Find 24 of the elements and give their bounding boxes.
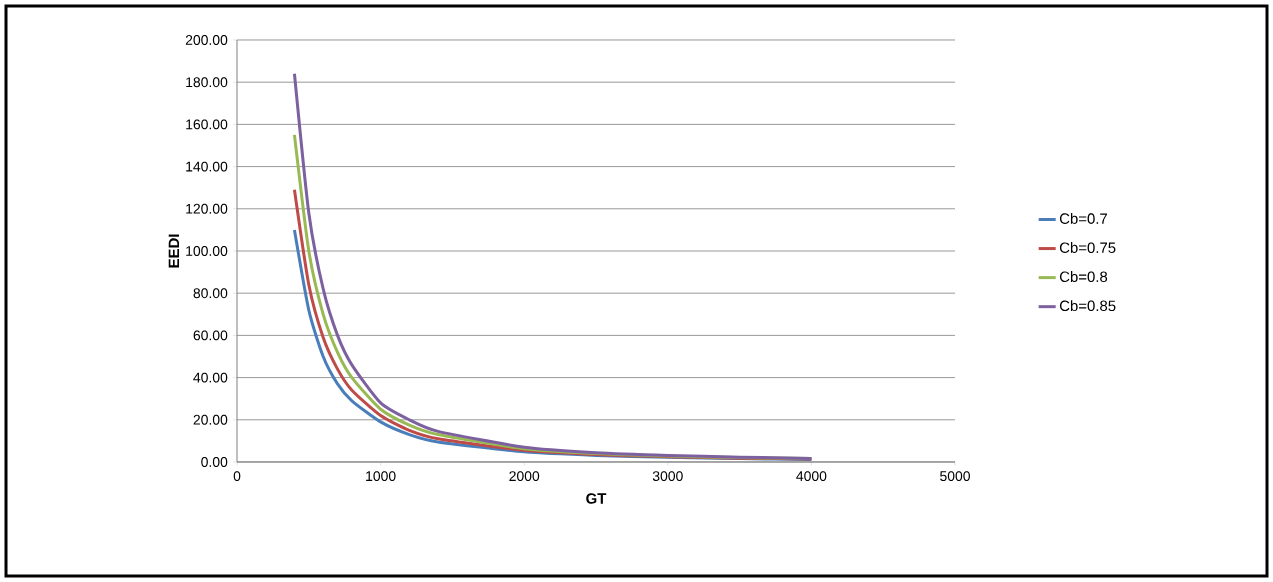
x-tick-label: 4000 [796, 471, 827, 482]
x-axis-title: GT [586, 493, 607, 504]
legend-label: Cb=0.8 [1059, 271, 1108, 283]
x-tick-label: 2000 [509, 471, 540, 482]
legend-label: Cb=0.75 [1059, 242, 1116, 253]
y-tick-label: 200.00 [185, 35, 228, 45]
y-tick-label: 80.00 [193, 288, 228, 299]
y-tick-label: 100.00 [186, 246, 228, 256]
legend-label: Cb=0.7 [1059, 212, 1108, 224]
y-tick-label: 20.00 [193, 414, 228, 425]
y-axis-title: EEDI [168, 234, 180, 268]
y-tick-label: 140.00 [186, 161, 228, 172]
y-tick-label: 60.00 [193, 330, 228, 341]
x-tick-label: 5000 [940, 471, 970, 482]
x-tick-label: 3000 [652, 471, 683, 482]
y-tick-label: 160.00 [186, 119, 228, 130]
y-tick-label: 180.00 [186, 77, 228, 88]
x-tick-label: 1000 [366, 471, 396, 482]
y-tick-label: 120.00 [186, 203, 228, 214]
line-series [292, 72, 813, 460]
x-tick-label: 0 [233, 471, 241, 482]
y-tick-label: 40.00 [193, 372, 228, 383]
legend-label: Cb=0.85 [1059, 300, 1116, 312]
y-tick-label: 0.00 [201, 457, 228, 467]
